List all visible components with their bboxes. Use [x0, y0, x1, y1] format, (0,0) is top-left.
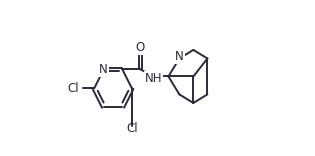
Text: N: N: [99, 63, 108, 76]
Text: O: O: [136, 41, 145, 54]
Text: NH: NH: [145, 71, 162, 85]
Text: Cl: Cl: [127, 122, 138, 135]
Text: Cl: Cl: [67, 82, 79, 95]
Text: N: N: [175, 50, 184, 63]
